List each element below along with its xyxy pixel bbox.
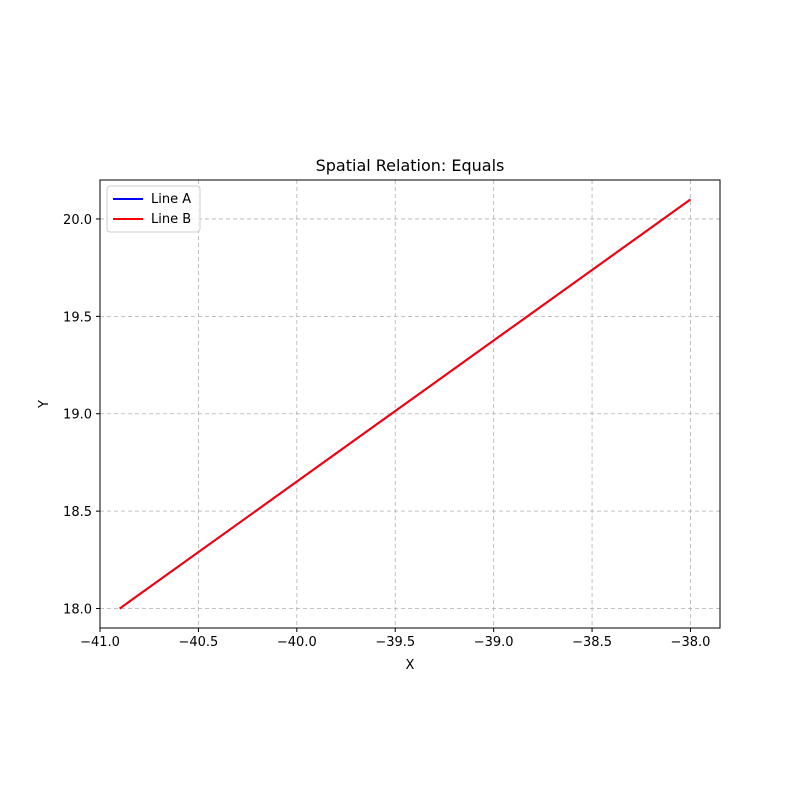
legend-label: Line A <box>151 192 191 207</box>
y-axis-label: Y <box>37 400 52 409</box>
chart-title: Spatial Relation: Equals <box>316 156 505 175</box>
y-tick-label: 20.0 <box>63 213 92 228</box>
x-tick-label: −41.0 <box>80 635 120 650</box>
grid <box>99 180 720 628</box>
x-tick-label: −40.5 <box>178 635 218 650</box>
x-axis-label: X <box>406 658 415 673</box>
plot-frame <box>99 179 721 629</box>
legend: Line A Line B <box>106 185 201 233</box>
x-tick-label: −40.0 <box>277 635 317 650</box>
x-tick-label: −38.0 <box>671 635 711 650</box>
legend-label: Line B <box>151 212 191 227</box>
y-tick-label: 19.0 <box>63 408 92 423</box>
series-lines <box>119 198 692 610</box>
y-tick-label: 19.5 <box>63 310 92 325</box>
x-tick-label: −39.5 <box>375 635 415 650</box>
y-axis: 18.0 18.5 19.0 19.5 20.0 <box>63 213 100 618</box>
legend-box <box>106 185 201 233</box>
x-tick-label: −38.5 <box>572 635 612 650</box>
y-tick-label: 18.0 <box>63 603 92 618</box>
y-tick-label: 18.5 <box>63 505 92 520</box>
x-axis: −41.0 −40.5 −40.0 −39.5 −39.0 −38.5 −38.0 <box>80 628 710 650</box>
series-line-line-b <box>119 198 692 610</box>
x-tick-label: −39.0 <box>474 635 514 650</box>
